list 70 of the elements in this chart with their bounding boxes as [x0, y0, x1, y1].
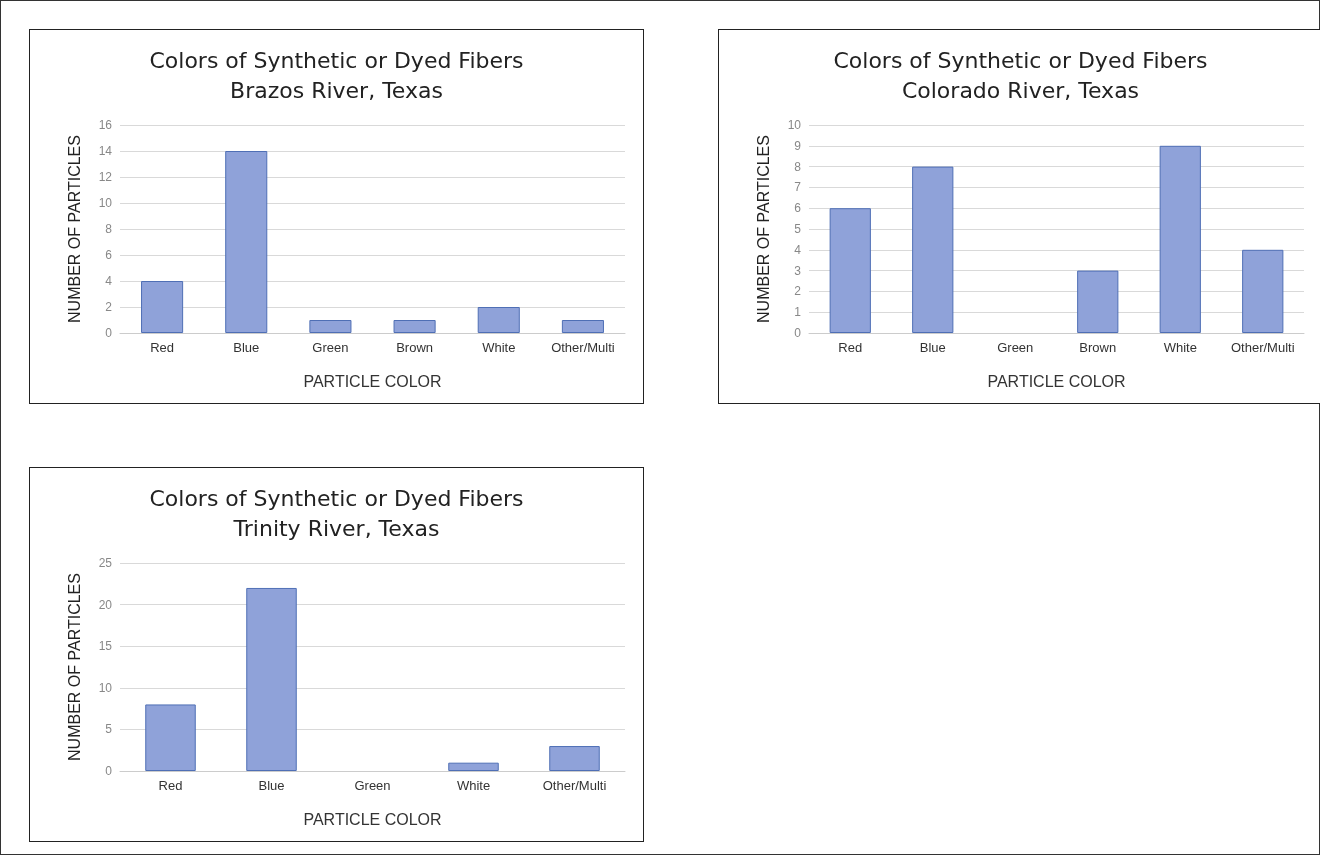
bar [912, 166, 954, 333]
bar [225, 151, 268, 333]
x-tick-label: Blue [919, 340, 946, 355]
y-axis-title: NUMBER OF PARTICLES [65, 573, 83, 761]
y-tick-label: 25 [98, 556, 113, 570]
x-tick-label: Green [312, 340, 349, 355]
bar [448, 762, 499, 771]
x-tick-label: Other/Multi [542, 778, 607, 793]
y-tick-label: 0 [105, 326, 113, 340]
bar [246, 587, 297, 771]
x-tick-label: White [456, 778, 491, 793]
x-tick-label: Other/Multi [551, 340, 615, 355]
bar [309, 320, 352, 333]
bar [549, 746, 600, 771]
chart-title: Colors of Synthetic or Dyed Fibers [149, 485, 524, 511]
y-tick-label: 5 [794, 222, 802, 236]
y-tick-label: 0 [105, 764, 113, 778]
y-tick-label: 8 [794, 159, 802, 174]
bar [1242, 249, 1284, 333]
y-tick-label: 6 [105, 248, 113, 262]
y-tick-label: 5 [105, 722, 113, 737]
y-tick-label: 3 [794, 263, 802, 278]
x-tick-label: Brown [1079, 340, 1117, 355]
chart-title: Colors of Synthetic or Dyed Fibers [833, 47, 1208, 73]
chart-subtitle: Colorado River, Texas [901, 77, 1140, 103]
y-tick-label: 20 [98, 597, 113, 612]
x-tick-label: Blue [258, 778, 285, 793]
bar [145, 704, 196, 771]
x-tick-label: Blue [233, 340, 260, 355]
y-tick-label: 2 [794, 284, 802, 299]
x-tick-label: White [1163, 340, 1197, 355]
bar [477, 307, 520, 333]
y-tick-label: 6 [794, 201, 802, 216]
y-tick-label: 1 [794, 305, 802, 320]
x-tick-label: Green [997, 340, 1034, 355]
y-tick-label: 9 [794, 138, 802, 153]
y-tick-label: 14 [98, 144, 113, 158]
y-tick-label: 10 [98, 196, 113, 210]
x-axis-title: PARTICLE COLOR [987, 372, 1126, 390]
y-tick-label: 15 [98, 639, 113, 654]
chart-title: Colors of Synthetic or Dyed Fibers [149, 47, 524, 73]
x-tick-label: Other/Multi [1230, 340, 1295, 355]
x-tick-label: Red [158, 778, 183, 793]
y-tick-label: 10 [787, 118, 802, 132]
y-tick-label: 16 [98, 118, 113, 132]
y-tick-label: 10 [98, 680, 113, 695]
x-tick-label: White [482, 340, 516, 355]
y-tick-label: 0 [794, 326, 802, 340]
y-axis-title: NUMBER OF PARTICLES [65, 135, 83, 323]
y-tick-label: 12 [98, 170, 113, 184]
y-tick-label: 2 [105, 300, 113, 314]
chart-subtitle: Trinity River, Texas [232, 515, 440, 541]
x-tick-label: Brown [396, 340, 434, 355]
y-tick-label: 7 [794, 180, 802, 195]
x-tick-label: Green [354, 778, 391, 793]
bar [829, 208, 871, 333]
x-axis-title: PARTICLE COLOR [303, 810, 442, 828]
x-tick-label: Red [150, 340, 175, 355]
bar [1159, 145, 1201, 333]
y-tick-label: 8 [105, 222, 113, 236]
bar [561, 320, 604, 333]
y-axis-title: NUMBER OF PARTICLES [754, 135, 772, 323]
y-tick-label: 4 [794, 242, 802, 257]
bar [1077, 270, 1119, 333]
bar [141, 281, 184, 333]
x-axis-title: PARTICLE COLOR [303, 372, 442, 390]
x-tick-label: Red [838, 340, 863, 355]
bar [393, 320, 436, 333]
y-tick-label: 4 [105, 274, 113, 288]
chart-subtitle: Brazos River, Texas [230, 77, 443, 103]
